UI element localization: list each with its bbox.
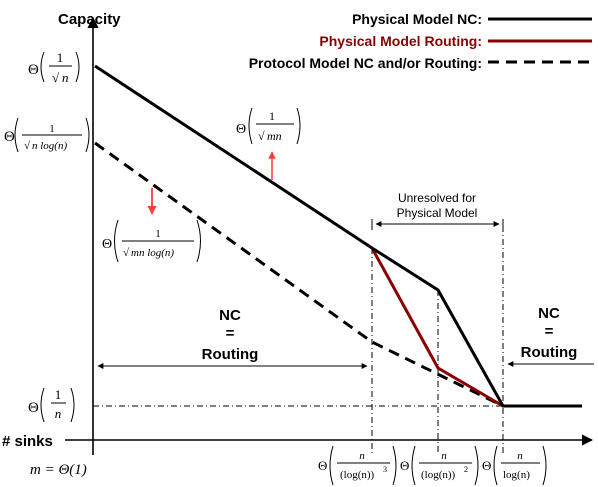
- legend-label-protocol: Protocol Model NC and/or Routing:: [249, 55, 482, 71]
- region-right-label: NC = Routing: [507, 305, 594, 367]
- theta-symbol: Θ: [482, 458, 491, 473]
- y-tick-top-num: 1: [57, 50, 64, 65]
- y-tick-bottom-num: 1: [55, 387, 62, 402]
- svg-text:Routing: Routing: [521, 344, 578, 361]
- theta-symbol: Θ: [318, 458, 327, 473]
- annotation-upper-rate: Θ 1 √ mn: [236, 107, 301, 145]
- svg-text:=: =: [545, 323, 554, 340]
- theta-symbol: Θ: [28, 62, 39, 78]
- legend-label-physical-routing: Physical Model Routing:: [319, 33, 482, 49]
- physical-nc-curve: [94, 64, 582, 408]
- annotation-lower-num: 1: [155, 228, 161, 240]
- theta-symbol: Θ: [28, 400, 39, 416]
- svg-text:√: √: [258, 129, 265, 143]
- x-tick-origin: m = Θ(1): [30, 462, 87, 478]
- theta-symbol: Θ: [236, 122, 246, 137]
- x-axis-label: # sinks: [2, 433, 53, 450]
- x-tick-1-num: n: [359, 450, 365, 462]
- x-tick-3-den: log(n): [503, 469, 530, 481]
- annotation-lower-den: mn log(n): [131, 247, 174, 259]
- x-tick-2-num: n: [441, 450, 447, 462]
- annotation-lower-rate: Θ 1 √ mn log(n): [102, 219, 201, 263]
- guide-lines: [93, 226, 504, 455]
- svg-text:√: √: [24, 140, 31, 152]
- annotation-upper-num: 1: [269, 109, 275, 123]
- y-tick-mid-den: n log(n): [32, 140, 67, 152]
- unresolved-line1: Unresolved for: [398, 191, 476, 205]
- x-tick-2-den: (log(n)): [421, 469, 456, 481]
- svg-text:√: √: [123, 247, 130, 259]
- region-left-label: NC = Routing: [92, 307, 368, 372]
- physical-routing-curve: [370, 247, 504, 408]
- svg-text:NC: NC: [538, 305, 560, 322]
- svg-text:√: √: [52, 70, 60, 85]
- svg-text:=: =: [226, 325, 235, 342]
- annotation-upper-den: mn: [267, 129, 282, 143]
- x-tick-1: Θ n (log(n)) 3: [318, 445, 397, 486]
- theta-symbol: Θ: [400, 458, 409, 473]
- theta-symbol: Θ: [4, 129, 15, 145]
- x-tick-1-den: (log(n)): [340, 469, 375, 481]
- protocol-model-curve: [94, 141, 504, 408]
- unresolved-annotation: Unresolved for Physical Model: [371, 191, 504, 230]
- unresolved-line2: Physical Model: [397, 206, 478, 220]
- y-tick-top-den: n: [62, 70, 69, 85]
- y-tick-top: Θ 1 √ n: [28, 50, 80, 85]
- theta-symbol: Θ: [102, 237, 112, 252]
- x-tick-3-num: n: [517, 450, 523, 462]
- x-tick-1-exp: 3: [383, 465, 387, 474]
- x-tick-2-exp: 2: [464, 465, 468, 474]
- y-tick-mid-num: 1: [49, 123, 55, 135]
- svg-text:Routing: Routing: [202, 346, 259, 363]
- legend-label-physical-nc: Physical Model NC:: [352, 11, 482, 27]
- y-tick-mid: Θ 1 √ n log(n): [4, 117, 90, 153]
- y-tick-bottom: Θ 1 n: [28, 387, 75, 423]
- y-axis-label: Capacity: [58, 11, 121, 28]
- y-tick-bottom-den: n: [55, 406, 62, 421]
- svg-text:NC: NC: [219, 307, 241, 324]
- x-tick-2: Θ n (log(n)) 2: [400, 445, 479, 486]
- legend: Physical Model NC: Physical Model Routin…: [249, 11, 592, 71]
- x-tick-3: Θ n log(n): [482, 445, 547, 486]
